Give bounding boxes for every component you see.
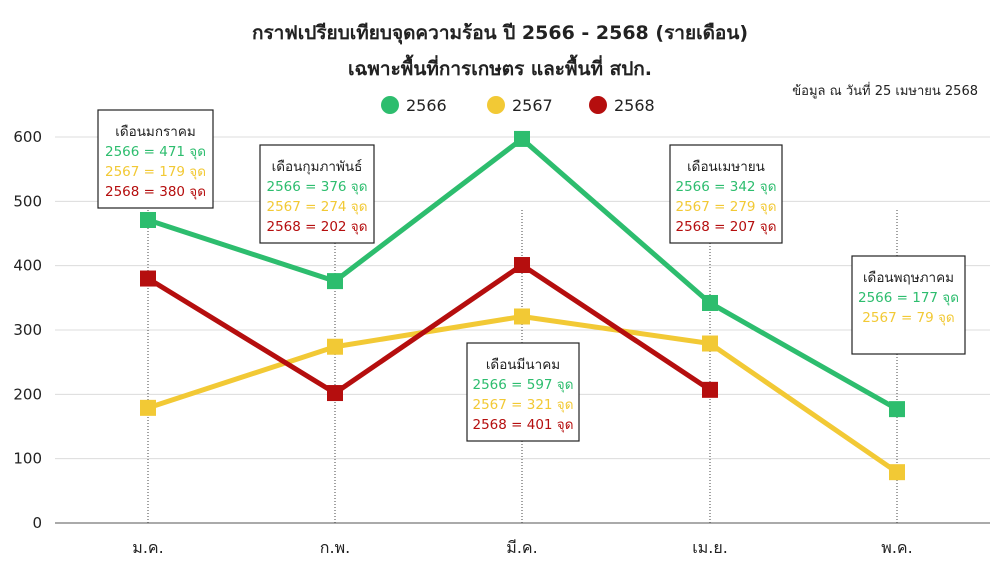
legend-marker <box>487 96 505 114</box>
annotation-box <box>97 109 214 209</box>
data-point-2568 <box>327 385 343 402</box>
y-tick-label: 300 <box>13 321 42 339</box>
annotation-line: 2567 = 79 จุด <box>862 310 954 326</box>
x-tick-label: พ.ค. <box>881 538 912 557</box>
data-point-2568 <box>140 270 156 287</box>
annotation-box <box>669 144 783 244</box>
chart-title: กราฟเปรียบเทียบจุดความร้อน ปี 2566 - 256… <box>251 22 749 44</box>
y-tick-label: 100 <box>13 450 42 468</box>
data-point-2567 <box>514 308 530 325</box>
annotation-title: เดือนมีนาคม <box>486 357 560 373</box>
y-tick-label: 0 <box>32 514 42 532</box>
data-point-2567 <box>140 399 156 416</box>
y-tick-label: 200 <box>13 385 42 403</box>
annotation-line: 2568 = 401 จุด <box>473 417 574 433</box>
annotation-line: 2567 = 179 จุด <box>105 164 206 180</box>
data-point-2568 <box>702 381 718 398</box>
y-tick-label: 600 <box>13 128 42 146</box>
annotation-line: 2566 = 597 จุด <box>473 377 574 393</box>
legend-label: 2568 <box>614 96 655 115</box>
annotation-title: เดือนพฤษภาคม <box>863 270 954 286</box>
data-point-2567 <box>702 335 718 352</box>
y-tick-label: 500 <box>13 192 42 210</box>
chart-subtitle: เฉพาะพื้นที่การเกษตร และพื้นที่ สปก. <box>347 58 653 80</box>
annotation-title: เดือนมกราคม <box>115 124 196 140</box>
x-tick-label: ก.พ. <box>320 538 350 557</box>
series-line-2568 <box>146 262 712 396</box>
annotation-box <box>259 144 375 244</box>
annotation-line: 2567 = 274 จุด <box>267 199 368 215</box>
x-tick-label: เม.ย. <box>692 538 728 557</box>
annotation-line: 2566 = 177 จุด <box>858 290 959 306</box>
annotation-line: 2566 = 471 จุด <box>105 144 206 160</box>
annotation-line: 2568 = 207 จุด <box>676 219 777 235</box>
data-point-2566 <box>514 130 530 147</box>
x-tick-label: ม.ค. <box>132 538 163 557</box>
data-point-2566 <box>702 294 718 311</box>
data-point-2567 <box>889 464 905 481</box>
data-point-2566 <box>889 401 905 418</box>
data-point-2566 <box>327 273 343 290</box>
annotation-line: 2568 = 380 จุด <box>105 184 206 200</box>
data-point-2567 <box>327 338 343 355</box>
annotation-title: เดือนเมษายน <box>687 159 765 175</box>
x-tick-label: มี.ค. <box>506 538 537 557</box>
annotation-line: 2568 = 202 จุด <box>267 219 368 235</box>
data-point-2568 <box>514 257 530 274</box>
annotation-line: 2566 = 342 จุด <box>676 179 777 195</box>
legend-label: 2566 <box>406 96 447 115</box>
data-point-2566 <box>140 211 156 228</box>
annotation-box <box>851 255 966 355</box>
annotation-line: 2566 = 376 จุด <box>267 179 368 195</box>
source-note: ข้อมูล ณ วันที่ 25 เมษายน 2568 <box>792 84 978 99</box>
annotation-line: 2567 = 279 จุด <box>676 199 777 215</box>
y-tick-label: 400 <box>13 257 42 275</box>
legend-marker <box>381 96 399 114</box>
annotation-line: 2567 = 321 จุด <box>473 397 574 413</box>
legend-marker <box>589 96 607 114</box>
annotation-title: เดือนกุมภาพันธ์ <box>272 158 363 175</box>
legend-label: 2567 <box>512 96 553 115</box>
annotation-box <box>466 342 580 442</box>
